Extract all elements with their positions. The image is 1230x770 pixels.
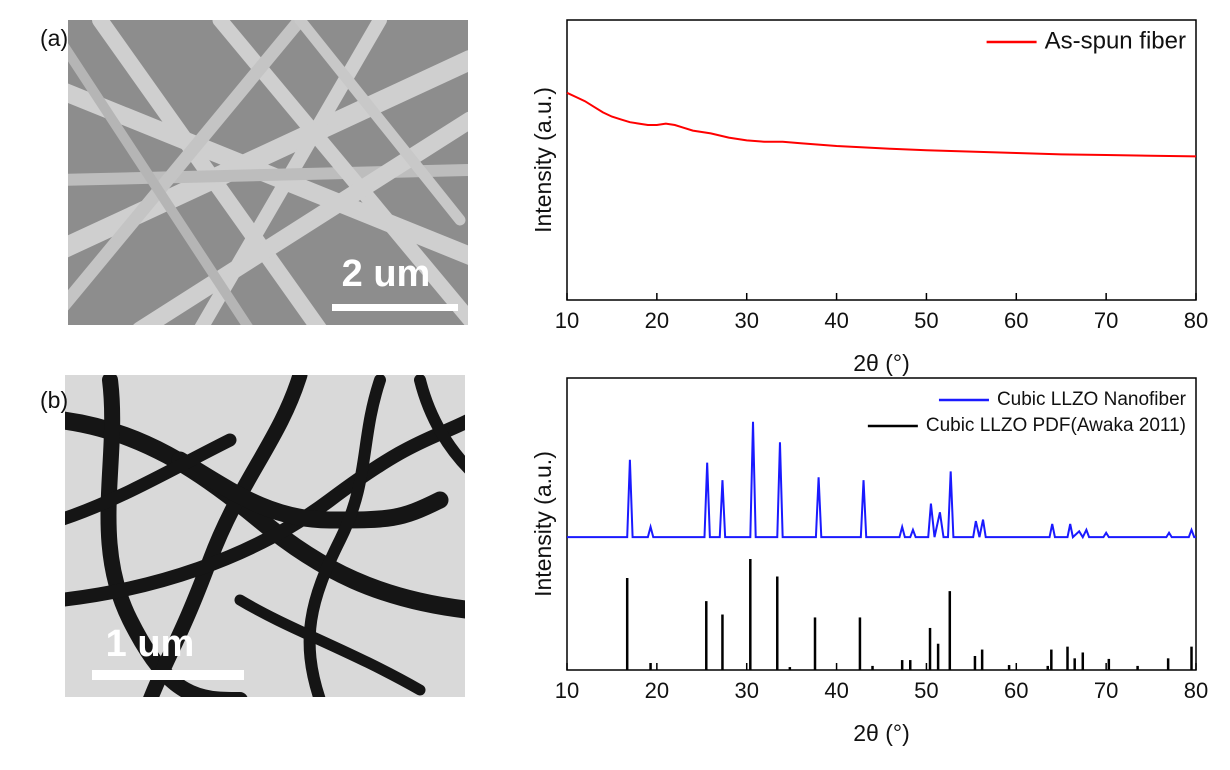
sem-image: [68, 20, 468, 325]
line: [567, 421, 1196, 540]
x-tick-label: 20: [645, 308, 669, 333]
y-axis-label: Intensity (a.u.): [530, 87, 556, 233]
scale-bar-label: 2 um: [342, 253, 431, 295]
legend-label: As-spun fiber: [1045, 27, 1186, 54]
panel-label: (a): [40, 25, 68, 51]
line: [566, 91, 1197, 158]
x-tick-label: 20: [645, 678, 669, 703]
x-tick-label: 10: [555, 308, 579, 333]
x-tick-label: 60: [1004, 678, 1028, 703]
x-tick-label: 50: [914, 678, 938, 703]
y-axis-label: Intensity (a.u.): [530, 451, 556, 597]
x-tick-label: 50: [914, 308, 938, 333]
x-tick-label: 80: [1184, 308, 1208, 333]
x-tick-label: 10: [555, 678, 579, 703]
x-tick-label: 80: [1184, 678, 1208, 703]
x-tick-label: 60: [1004, 308, 1028, 333]
x-tick-label: 30: [734, 678, 758, 703]
x-tick-label: 40: [824, 308, 848, 333]
x-tick-label: 40: [824, 678, 848, 703]
x-axis-label: 2θ (°): [853, 720, 910, 746]
tem-image: [65, 375, 465, 697]
legend-label: Cubic LLZO Nanofiber: [997, 389, 1187, 410]
legend-label: Cubic LLZO PDF(Awaka 2011): [926, 415, 1186, 436]
plot-frame: [566, 19, 1197, 301]
x-tick-label: 70: [1094, 678, 1118, 703]
panel-label: (b): [40, 387, 68, 413]
x-axis-label: 2θ (°): [853, 350, 910, 376]
scale-bar-label: 1 um: [106, 623, 195, 665]
x-tick-label: 30: [734, 308, 758, 333]
x-tick-label: 70: [1094, 308, 1118, 333]
